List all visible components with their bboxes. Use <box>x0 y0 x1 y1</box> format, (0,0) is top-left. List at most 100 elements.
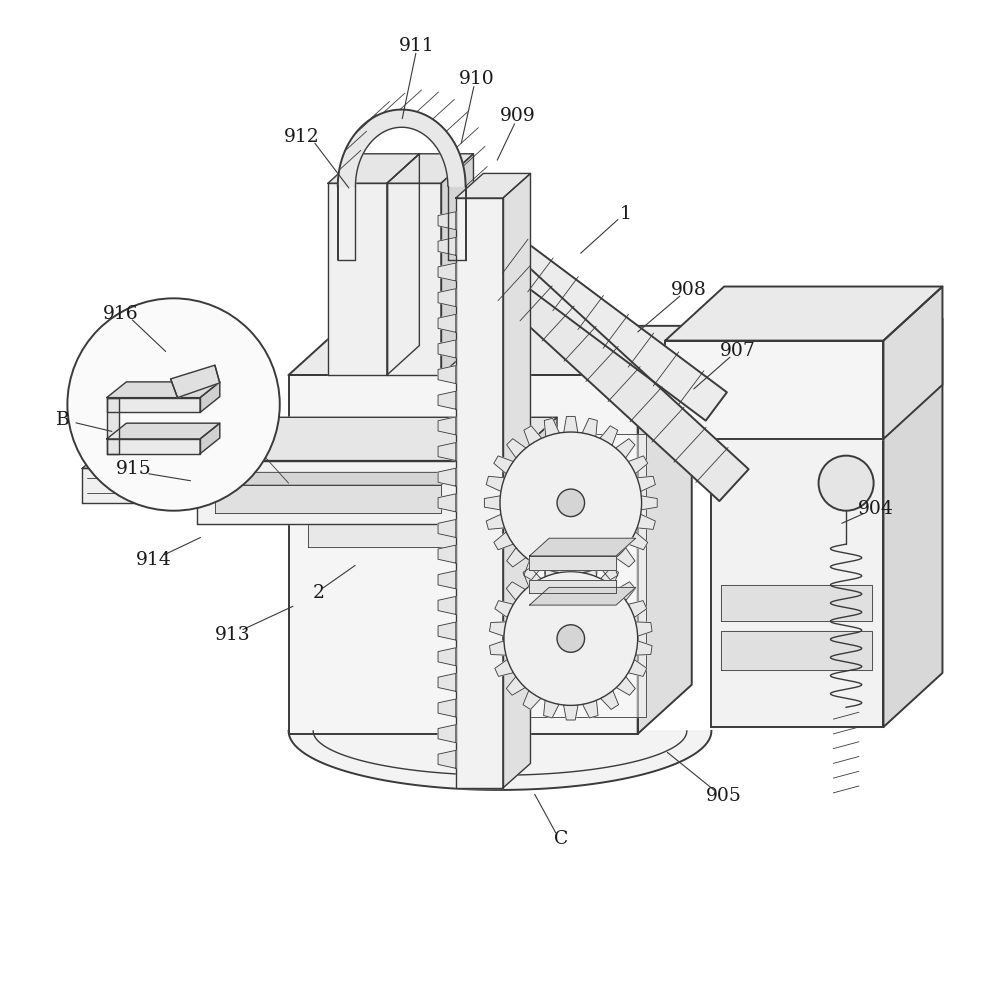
Polygon shape <box>524 426 542 446</box>
Polygon shape <box>308 503 539 547</box>
Polygon shape <box>438 340 456 358</box>
Text: 1: 1 <box>620 205 632 223</box>
Text: 913: 913 <box>215 625 250 644</box>
Polygon shape <box>510 417 557 525</box>
Polygon shape <box>503 174 530 788</box>
Polygon shape <box>583 700 598 718</box>
Circle shape <box>500 432 642 574</box>
Polygon shape <box>544 418 559 437</box>
Polygon shape <box>456 174 530 198</box>
Polygon shape <box>721 586 872 621</box>
Polygon shape <box>506 582 525 600</box>
Polygon shape <box>438 597 456 614</box>
Polygon shape <box>480 223 727 421</box>
Polygon shape <box>616 582 635 600</box>
Circle shape <box>67 299 280 511</box>
Text: 911: 911 <box>399 36 434 54</box>
Polygon shape <box>136 441 168 503</box>
Text: 910: 910 <box>459 70 494 88</box>
Polygon shape <box>524 560 542 580</box>
Text: B: B <box>56 411 69 429</box>
Polygon shape <box>308 488 556 503</box>
Polygon shape <box>387 154 473 183</box>
Polygon shape <box>601 568 619 587</box>
Text: 916: 916 <box>103 305 138 323</box>
Polygon shape <box>495 600 513 617</box>
Circle shape <box>819 456 874 511</box>
Polygon shape <box>387 154 419 375</box>
Polygon shape <box>438 315 456 332</box>
Polygon shape <box>711 373 883 727</box>
Polygon shape <box>582 569 597 588</box>
Polygon shape <box>490 641 506 655</box>
Polygon shape <box>328 183 387 375</box>
Polygon shape <box>107 382 220 397</box>
Polygon shape <box>601 690 619 710</box>
Polygon shape <box>438 571 456 589</box>
Polygon shape <box>289 731 711 790</box>
Polygon shape <box>82 468 136 503</box>
Polygon shape <box>438 366 456 384</box>
Polygon shape <box>338 109 466 186</box>
Polygon shape <box>107 423 220 439</box>
Polygon shape <box>494 532 513 550</box>
Polygon shape <box>438 648 456 666</box>
Polygon shape <box>289 375 638 734</box>
Polygon shape <box>544 569 559 588</box>
Polygon shape <box>438 263 456 281</box>
Text: 912: 912 <box>284 128 319 146</box>
Polygon shape <box>665 287 942 340</box>
Polygon shape <box>438 238 456 255</box>
Text: 904: 904 <box>858 500 894 518</box>
Polygon shape <box>171 365 220 397</box>
Polygon shape <box>883 287 942 439</box>
Polygon shape <box>616 676 635 695</box>
Polygon shape <box>529 588 636 605</box>
Text: 2: 2 <box>313 585 325 602</box>
Polygon shape <box>600 426 618 446</box>
Polygon shape <box>486 515 505 529</box>
Polygon shape <box>583 559 598 577</box>
Polygon shape <box>215 472 456 485</box>
Text: 907: 907 <box>720 342 756 361</box>
Polygon shape <box>564 557 578 572</box>
Polygon shape <box>616 547 635 567</box>
Polygon shape <box>600 560 618 580</box>
Polygon shape <box>637 515 655 529</box>
Polygon shape <box>82 441 168 468</box>
Polygon shape <box>438 468 456 486</box>
Polygon shape <box>564 573 578 590</box>
Polygon shape <box>441 154 473 375</box>
Polygon shape <box>628 660 647 676</box>
Polygon shape <box>638 325 692 734</box>
Polygon shape <box>456 198 503 788</box>
Polygon shape <box>636 641 652 655</box>
Polygon shape <box>438 622 456 640</box>
Polygon shape <box>637 476 655 491</box>
Text: 915: 915 <box>116 460 152 478</box>
Polygon shape <box>507 439 526 458</box>
Text: 909: 909 <box>500 107 536 125</box>
Polygon shape <box>641 496 657 510</box>
Polygon shape <box>438 391 456 409</box>
Polygon shape <box>544 559 559 577</box>
Polygon shape <box>197 417 557 460</box>
Polygon shape <box>200 382 220 412</box>
Polygon shape <box>215 485 441 513</box>
Polygon shape <box>628 532 648 550</box>
Polygon shape <box>582 418 597 437</box>
Polygon shape <box>200 423 220 454</box>
Polygon shape <box>564 705 578 720</box>
Polygon shape <box>197 460 510 525</box>
Polygon shape <box>544 700 559 718</box>
Polygon shape <box>438 417 456 435</box>
Polygon shape <box>564 416 578 433</box>
Polygon shape <box>505 434 646 717</box>
Polygon shape <box>494 456 513 473</box>
Polygon shape <box>529 580 616 594</box>
Polygon shape <box>495 660 513 676</box>
Polygon shape <box>107 439 200 454</box>
Polygon shape <box>486 476 505 491</box>
Polygon shape <box>438 699 456 717</box>
Polygon shape <box>628 600 647 617</box>
